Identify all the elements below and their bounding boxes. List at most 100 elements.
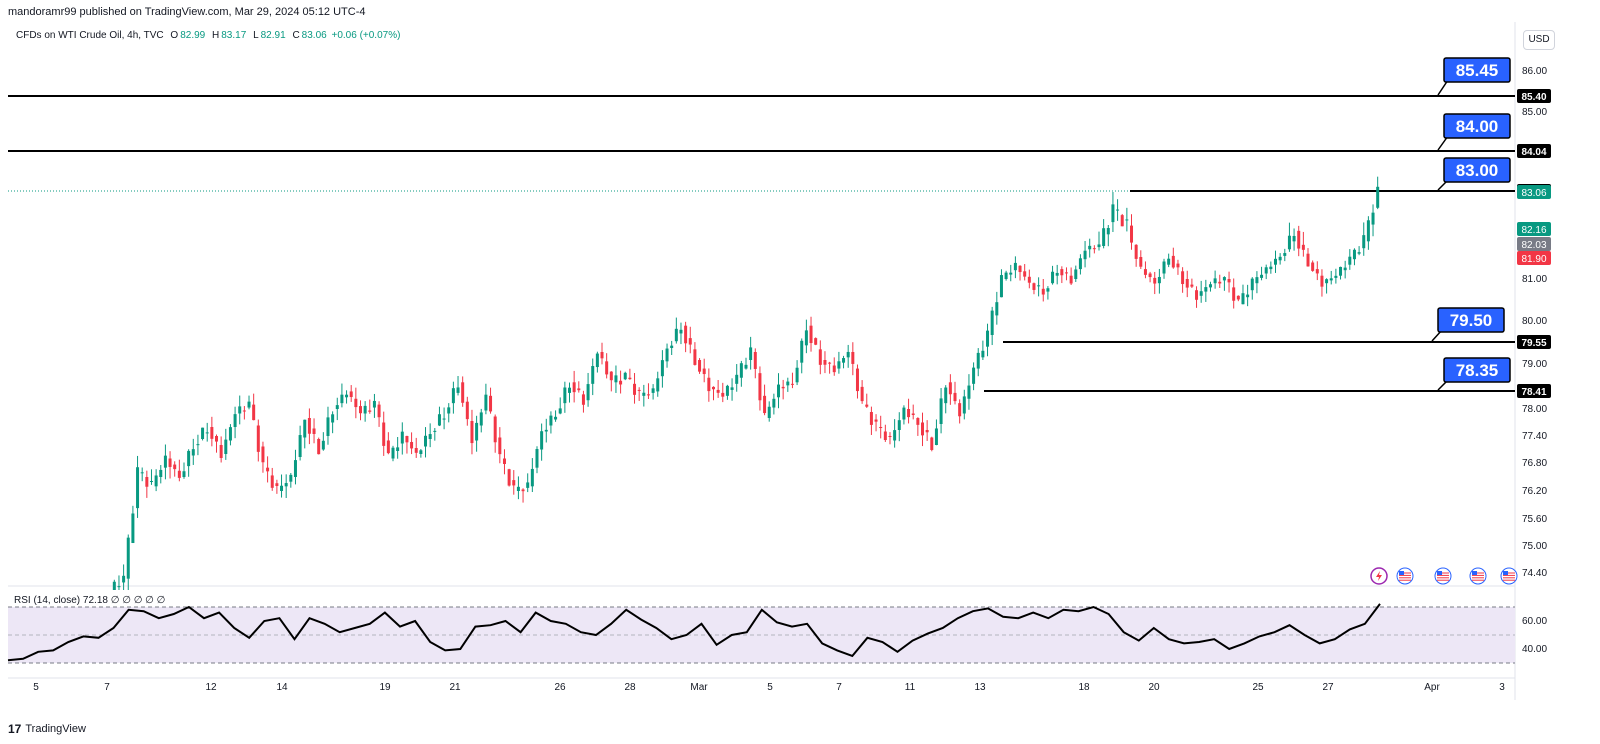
- candle-body: [219, 445, 223, 458]
- tradingview-footer: 17 TradingView: [8, 722, 86, 736]
- open-value: 82.99: [180, 30, 206, 41]
- candle-body: [224, 439, 228, 454]
- candle-body: [1130, 225, 1134, 243]
- candle-body: [405, 436, 409, 443]
- candle-body: [1143, 269, 1147, 275]
- price-tag: [1517, 237, 1551, 251]
- candle-body: [572, 382, 576, 393]
- candle-body: [1260, 274, 1264, 278]
- candle-body: [1185, 279, 1189, 288]
- candle-body: [693, 349, 697, 365]
- candle-body: [549, 415, 553, 426]
- candle-body: [284, 483, 288, 487]
- candle-body: [1148, 273, 1152, 278]
- candle-body: [981, 350, 985, 358]
- candle-body: [349, 391, 353, 398]
- symbol-name: CFDs on WTI Crude Oil, 4h, TVC: [16, 30, 164, 41]
- candle-body: [628, 377, 632, 380]
- candle-body: [804, 330, 808, 346]
- candle-body: [247, 401, 251, 408]
- candle-body: [786, 381, 790, 386]
- candle-body: [507, 469, 511, 486]
- candle-body: [823, 360, 827, 365]
- candle-body: [1032, 283, 1036, 290]
- candle-body: [1088, 245, 1092, 250]
- candle-body: [679, 329, 683, 334]
- candle-body: [1348, 256, 1352, 265]
- candle-body: [897, 420, 901, 430]
- x-tick-label: 13: [974, 682, 986, 693]
- candle-body: [637, 389, 641, 391]
- candle-body: [591, 366, 595, 384]
- x-tick-label: 26: [554, 682, 566, 693]
- candle-body: [1306, 253, 1310, 267]
- candle-body: [1204, 287, 1208, 292]
- candle-body: [391, 447, 395, 459]
- candle-body: [1139, 256, 1143, 267]
- x-tick-label: 20: [1148, 682, 1160, 693]
- candle-body: [1273, 258, 1277, 265]
- candle-body: [879, 427, 883, 429]
- candle-body: [168, 458, 172, 467]
- candle-body: [1371, 212, 1375, 225]
- candle-body: [410, 442, 414, 449]
- candle-body: [953, 392, 957, 402]
- candle-body: [298, 435, 302, 457]
- candle-body: [382, 422, 386, 446]
- candle-body: [758, 373, 762, 401]
- low-label: L: [253, 30, 259, 41]
- rsi-tick-label: 60.00: [1522, 616, 1547, 627]
- candle-body: [962, 396, 966, 414]
- candle-body: [563, 387, 567, 404]
- candle-body: [1292, 235, 1296, 242]
- candle-body: [191, 449, 195, 456]
- level-price-tag: [1517, 335, 1551, 349]
- candle-body: [674, 328, 678, 342]
- candle-body: [893, 430, 897, 441]
- candle-body: [665, 348, 669, 362]
- x-tick-label: 12: [205, 682, 217, 693]
- level-price-tag-text: 85.40: [1521, 92, 1546, 103]
- candle-body: [707, 377, 711, 392]
- candle-body: [368, 410, 372, 412]
- candle-body: [735, 374, 739, 384]
- candle-body: [317, 439, 321, 455]
- candle-body: [400, 431, 404, 444]
- candle-body: [159, 469, 163, 477]
- candle-body: [163, 455, 167, 468]
- level-price-tag: [1517, 384, 1551, 398]
- candle-body: [275, 483, 279, 486]
- candle-body: [335, 405, 339, 409]
- x-tick-label: 5: [33, 682, 39, 693]
- candle-body: [568, 387, 572, 393]
- candle-body: [767, 406, 771, 418]
- candle-body: [1092, 248, 1096, 250]
- y-tick-label: 85.00: [1522, 107, 1547, 118]
- candle-body: [1064, 272, 1068, 274]
- candle-body: [1009, 272, 1013, 275]
- candle-body: [753, 352, 757, 369]
- candle-body: [698, 360, 702, 372]
- candle-body: [475, 422, 479, 441]
- candle-body: [489, 395, 493, 412]
- x-tick-label: 7: [104, 682, 110, 693]
- candle-body: [201, 427, 205, 439]
- candle-body: [930, 437, 934, 450]
- currency-button[interactable]: USD: [1523, 30, 1555, 50]
- candle-body: [670, 345, 674, 348]
- candle-body: [1074, 269, 1078, 279]
- candle-body: [1311, 262, 1315, 271]
- candle-body: [117, 586, 121, 588]
- high-value: 83.17: [221, 30, 247, 41]
- candle-body: [526, 482, 530, 488]
- candle-body: [581, 394, 585, 405]
- rsi-legend: RSI (14, close) 72.18 ∅ ∅ ∅ ∅ ∅: [14, 595, 166, 606]
- candle-body: [293, 460, 297, 477]
- candle-body: [256, 425, 260, 452]
- candle-body: [540, 431, 544, 450]
- candle-body: [730, 387, 734, 390]
- candle-body: [1162, 261, 1166, 274]
- candle-body: [888, 436, 892, 437]
